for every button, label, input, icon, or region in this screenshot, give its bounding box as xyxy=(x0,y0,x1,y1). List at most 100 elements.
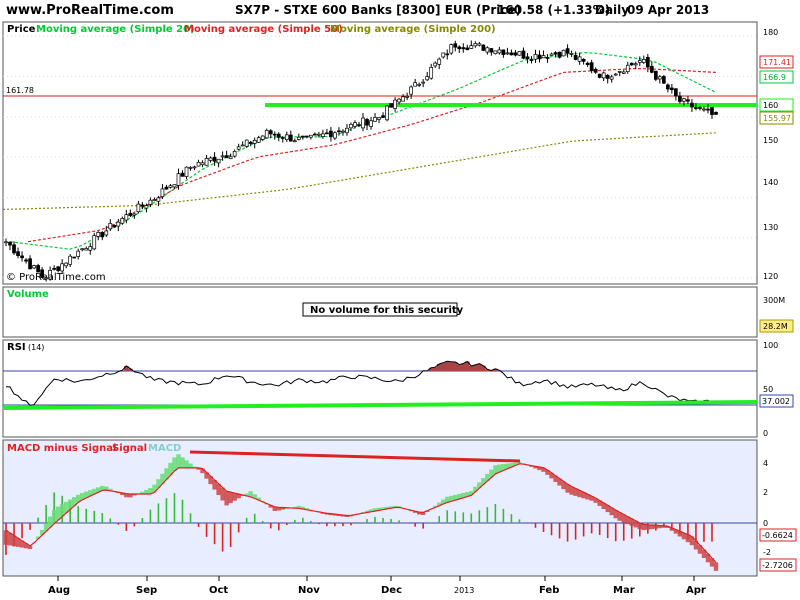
candle-body xyxy=(621,71,626,74)
candle-body xyxy=(465,47,470,51)
x-label-aug: Aug xyxy=(48,585,70,596)
candle-body xyxy=(541,55,546,59)
candle-body xyxy=(449,44,454,54)
chart-title: SX7P - STXE 600 Banks [8300] EUR (Price) xyxy=(235,3,521,17)
badge-volume-text: 28.2M xyxy=(763,322,788,331)
candle-body xyxy=(529,59,534,61)
candle-body xyxy=(208,157,213,161)
candle-body xyxy=(176,173,181,186)
candle-body xyxy=(140,204,145,207)
candle-body xyxy=(533,54,538,60)
candle-body xyxy=(244,139,249,147)
price-tick-120: 120 xyxy=(763,272,778,281)
rsi-support-trendline xyxy=(2,400,758,410)
candle-body xyxy=(52,268,56,270)
candle-body xyxy=(633,63,638,66)
candle-body xyxy=(304,135,309,138)
legend-macd: MACD xyxy=(148,443,181,454)
candle-body xyxy=(569,53,574,55)
candle-body xyxy=(168,185,173,188)
candle-body xyxy=(284,134,289,140)
candle-body xyxy=(252,139,257,144)
candle-body xyxy=(645,56,650,68)
candle-body xyxy=(313,133,317,136)
candle-body xyxy=(309,134,313,138)
candle-body xyxy=(641,59,646,63)
badge-volume xyxy=(759,319,794,333)
candle-body xyxy=(264,129,269,139)
candle-body xyxy=(670,87,674,91)
candle-body xyxy=(389,103,393,108)
candle-body xyxy=(321,133,325,137)
candle-body xyxy=(272,133,277,136)
candle-body xyxy=(128,212,133,216)
candle-body xyxy=(200,162,205,166)
candle-body xyxy=(80,248,85,251)
candle-body xyxy=(453,43,458,48)
candle-body xyxy=(317,133,321,136)
candle-body xyxy=(148,199,153,205)
candle-body xyxy=(180,172,185,177)
candle-body xyxy=(104,230,109,236)
candle-body xyxy=(429,67,434,79)
legend-rsi-param: (14) xyxy=(28,343,44,352)
candle-body xyxy=(714,111,718,115)
candle-body xyxy=(597,73,602,78)
price-gridlines xyxy=(3,35,757,279)
candle-body xyxy=(44,277,48,280)
candle-body xyxy=(288,134,293,142)
candle-body xyxy=(228,156,233,160)
candle-body xyxy=(188,167,193,169)
macd-signal-path xyxy=(5,463,717,563)
badge-macd-hist-text: -0.6624 xyxy=(762,531,793,540)
rsi-panel xyxy=(2,339,758,438)
candle-body xyxy=(192,166,197,169)
badge-ma20 xyxy=(759,70,794,84)
candle-body xyxy=(433,62,438,67)
candle-body xyxy=(152,199,157,201)
candle-body xyxy=(232,151,237,157)
candle-body xyxy=(240,144,245,147)
badge-macd-hist xyxy=(759,528,797,542)
candle-body xyxy=(361,117,365,129)
candle-body xyxy=(88,246,93,251)
candle-body xyxy=(204,158,209,166)
x-axis: Aug Sep Oct Nov Dec 2013 Feb Mar Apr xyxy=(48,576,706,596)
candle-body xyxy=(461,47,466,50)
candle-body xyxy=(517,51,522,56)
candle-body xyxy=(276,133,281,138)
x-label-dec: Dec xyxy=(381,585,402,596)
candle-body xyxy=(196,161,201,167)
candle-body xyxy=(441,52,446,58)
candle-body xyxy=(156,197,161,202)
period-label: Daily xyxy=(595,3,629,17)
rsi-line xyxy=(5,360,717,407)
candle-body xyxy=(256,137,261,143)
x-label-mar: Mar xyxy=(613,585,635,596)
candle-body xyxy=(694,107,698,109)
candle-body xyxy=(710,107,714,115)
candle-body xyxy=(268,130,273,135)
price-tick-140: 140 xyxy=(763,178,778,187)
candle-body xyxy=(92,235,97,250)
candle-body xyxy=(601,72,606,79)
candle-body xyxy=(296,136,301,140)
candle-body xyxy=(437,58,442,65)
candle-body xyxy=(300,135,305,138)
candle-body xyxy=(60,263,65,272)
volume-tick: 300M xyxy=(763,296,785,305)
price-tick-130: 130 xyxy=(763,223,778,232)
macd-tick-neg2: -2 xyxy=(763,548,771,557)
candle-body xyxy=(649,65,654,73)
x-label-apr: Apr xyxy=(686,585,706,596)
badge-rsi-text: 37.002 xyxy=(762,397,790,406)
candle-body xyxy=(12,244,16,254)
candle-body xyxy=(64,262,69,267)
candle-body xyxy=(84,248,89,251)
legend-macd-minus-signal: MACD minus Signal xyxy=(7,443,116,454)
candle-body xyxy=(325,132,329,135)
candle-body xyxy=(613,73,618,76)
candle-body xyxy=(421,81,426,84)
candle-body xyxy=(593,68,598,73)
candle-body xyxy=(136,203,141,213)
